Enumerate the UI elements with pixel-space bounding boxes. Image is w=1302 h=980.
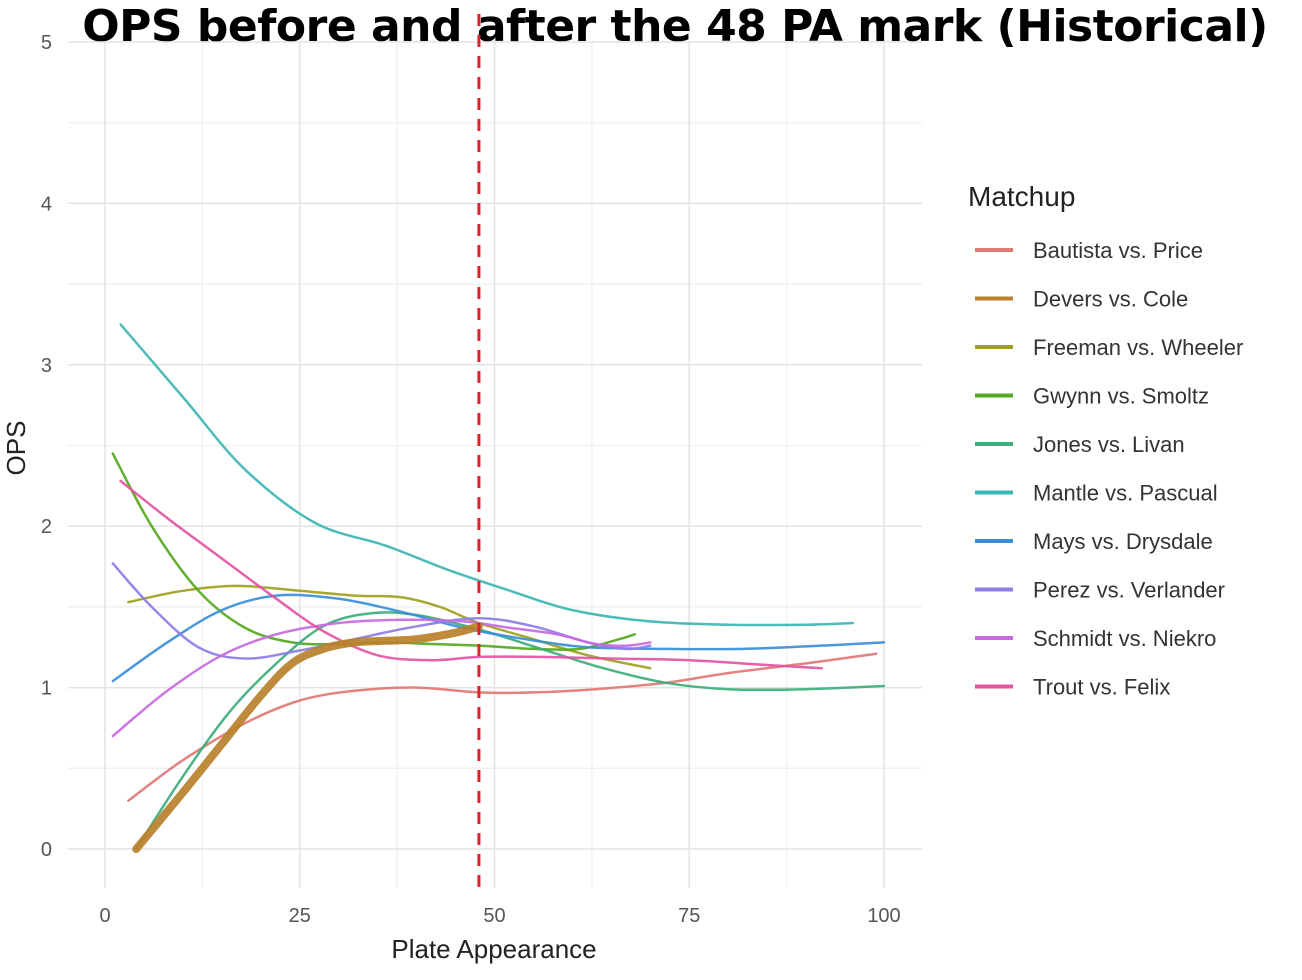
y-tick-label: 2 — [41, 516, 52, 538]
legend-label: Freeman vs. Wheeler — [1033, 335, 1243, 360]
legend-label: Perez vs. Verlander — [1033, 578, 1225, 603]
legend-item-perez-vs-verlander[interactable]: Perez vs. Verlander — [975, 578, 1225, 603]
series-line-trout-vs-felix — [119, 479, 823, 670]
major-gridlines — [68, 41, 922, 888]
legend-label: Trout vs. Felix — [1033, 675, 1170, 700]
x-tick-label: 0 — [99, 905, 110, 927]
y-axis-ticks: 0 1 2 3 4 5 — [41, 32, 52, 861]
chart-title: OPS before and after the 48 PA mark (His… — [82, 1, 1268, 52]
series-line-schmidt-vs-niekro — [111, 618, 652, 738]
x-tick-label: 25 — [289, 905, 311, 927]
legend-label: Devers vs. Cole — [1033, 287, 1188, 312]
y-tick-label: 4 — [41, 193, 52, 215]
x-tick-label: 100 — [867, 905, 900, 927]
legend-item-freeman-vs-wheeler[interactable]: Freeman vs. Wheeler — [975, 335, 1243, 360]
legend-label: Jones vs. Livan — [1033, 432, 1185, 457]
legend-title: Matchup — [968, 181, 1075, 212]
legend[interactable]: Bautista vs. Price Devers vs. Cole Freeman… — [975, 238, 1243, 700]
legend-item-jones-vs-livan[interactable]: Jones vs. Livan — [975, 432, 1185, 457]
y-axis-title: OPS — [1, 421, 31, 476]
y-tick-label: 3 — [41, 355, 52, 377]
series-line-bautista-vs-price — [127, 652, 878, 802]
legend-item-devers-vs-cole[interactable]: Devers vs. Cole — [975, 287, 1188, 312]
legend-item-mantle-vs-pascual[interactable]: Mantle vs. Pascual — [975, 481, 1218, 506]
legend-label: Mays vs. Drysdale — [1033, 529, 1213, 554]
y-tick-label: 1 — [41, 678, 52, 700]
series-line-devers-vs-cole — [132, 622, 483, 853]
x-axis-title: Plate Appearance — [391, 934, 596, 964]
x-tick-label: 75 — [678, 905, 700, 927]
series-line-mantle-vs-pascual — [119, 323, 855, 627]
legend-item-schmidt-vs-niekro[interactable]: Schmidt vs. Niekro — [975, 626, 1216, 651]
legend-label: Bautista vs. Price — [1033, 238, 1203, 263]
y-tick-label: 5 — [41, 32, 52, 54]
x-axis-ticks: 0 25 50 75 100 — [99, 905, 900, 927]
legend-label: Gwynn vs. Smoltz — [1033, 384, 1209, 409]
y-tick-label: 0 — [41, 839, 52, 861]
legend-label: Mantle vs. Pascual — [1033, 481, 1218, 506]
x-tick-label: 50 — [483, 905, 505, 927]
legend-item-bautista-vs-price[interactable]: Bautista vs. Price — [975, 238, 1203, 263]
legend-item-gwynn-vs-smoltz[interactable]: Gwynn vs. Smoltz — [975, 384, 1209, 409]
legend-label: Schmidt vs. Niekro — [1033, 626, 1216, 651]
series-lines — [111, 323, 886, 853]
legend-item-mays-vs-drysdale[interactable]: Mays vs. Drysdale — [975, 529, 1213, 554]
legend-item-trout-vs-felix[interactable]: Trout vs. Felix — [975, 675, 1170, 700]
